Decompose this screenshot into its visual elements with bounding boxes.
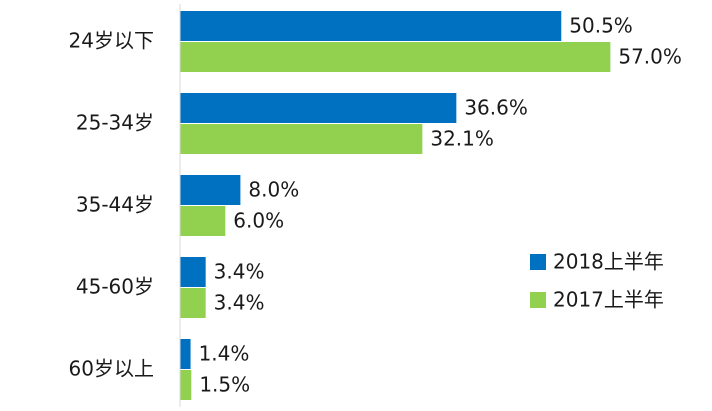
bars <box>180 11 611 400</box>
bar <box>180 93 457 123</box>
data-label: 6.0% <box>233 209 284 233</box>
bar <box>180 339 191 369</box>
data-label: 8.0% <box>248 178 299 202</box>
category-label: 45-60岁 <box>76 275 154 299</box>
bar <box>180 206 226 236</box>
category-label: 25-34岁 <box>76 111 154 135</box>
bar <box>180 11 562 41</box>
data-label: 1.4% <box>199 342 250 366</box>
bar <box>180 124 423 154</box>
category-label: 24岁以下 <box>69 29 154 53</box>
bar <box>180 370 192 400</box>
legend-swatch <box>530 254 546 270</box>
category-label: 60岁以上 <box>69 357 154 381</box>
category-label: 35-44岁 <box>76 193 154 217</box>
bar <box>180 257 206 287</box>
data-label: 1.5% <box>199 373 250 397</box>
data-label: 3.4% <box>214 291 265 315</box>
bar <box>180 175 241 205</box>
legend-label: 2018上半年 <box>553 250 664 274</box>
value-labels: 50.5% 57.0% 36.6% 32.1% 8.0% 6.0% 3.4% 3.4% 1.4%… <box>199 14 682 397</box>
data-label: 36.6% <box>464 96 528 120</box>
bar <box>180 42 611 72</box>
data-label: 57.0% <box>618 45 682 69</box>
legend: 2018上半年 2017上半年 <box>530 250 664 312</box>
data-label: 32.1% <box>430 127 494 151</box>
legend-swatch <box>530 292 546 308</box>
legend-label: 2017上半年 <box>553 288 664 312</box>
data-label: 3.4% <box>214 260 265 284</box>
category-labels: 24岁以下 25-34岁 35-44岁 45-60岁 60岁以上 <box>69 29 154 381</box>
data-label: 50.5% <box>569 14 633 38</box>
bar <box>180 288 206 318</box>
